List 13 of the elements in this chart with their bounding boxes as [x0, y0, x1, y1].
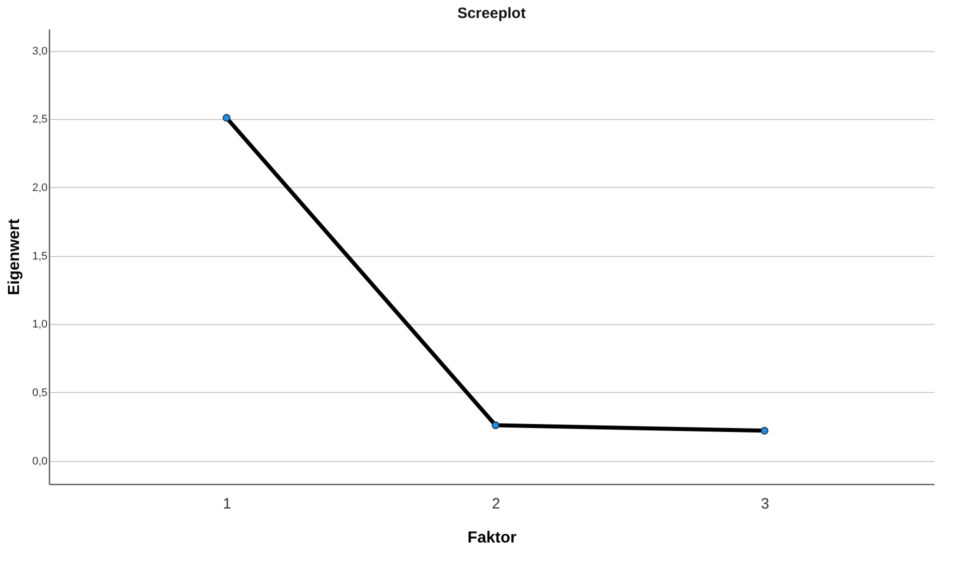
y-tick-label: 1,5: [32, 250, 48, 262]
chart-title: Screeplot: [457, 5, 526, 22]
y-tick-label: 3,0: [32, 45, 48, 58]
x-tick-label: 2: [492, 496, 500, 512]
y-tick-label: 1,0: [32, 318, 48, 331]
y-tick-label: 2,5: [32, 114, 48, 126]
x-axis-title: Faktor: [468, 530, 516, 546]
y-tick-label: 0,5: [32, 386, 48, 399]
y-axis-title: Eigenwert: [6, 218, 24, 296]
x-tick-label: 1: [222, 496, 232, 512]
y-tick-label: 0,0: [32, 455, 48, 468]
x-tick-label: 3: [760, 496, 770, 512]
y-tick-label: 2,0: [32, 182, 48, 194]
